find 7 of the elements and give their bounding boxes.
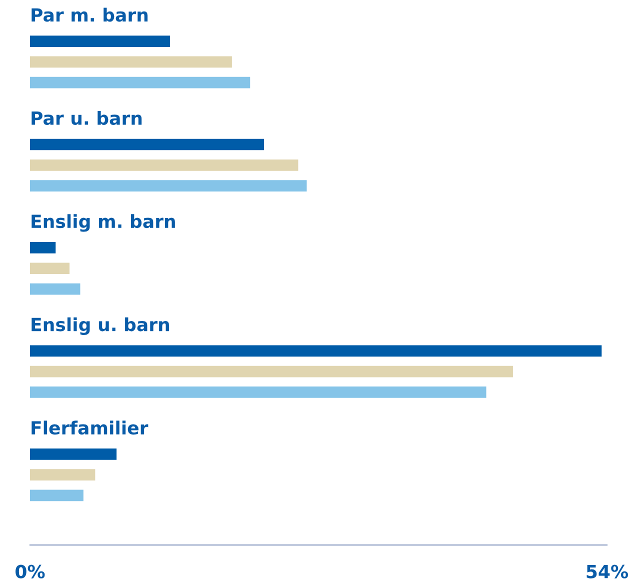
- x-tick-label: 0%: [16, 564, 45, 578]
- y-tick-label: Par u. barn: [32, 111, 142, 125]
- y-tick-label: Flerfamilier: [32, 420, 148, 435]
- x-tick-label: 54%: [586, 564, 628, 578]
- y-tick-label: Par m. barn: [32, 8, 148, 22]
- y-tick-label: Enslig u. barn: [32, 317, 169, 335]
- y-tick-label: Enslig m. barn: [32, 214, 175, 232]
